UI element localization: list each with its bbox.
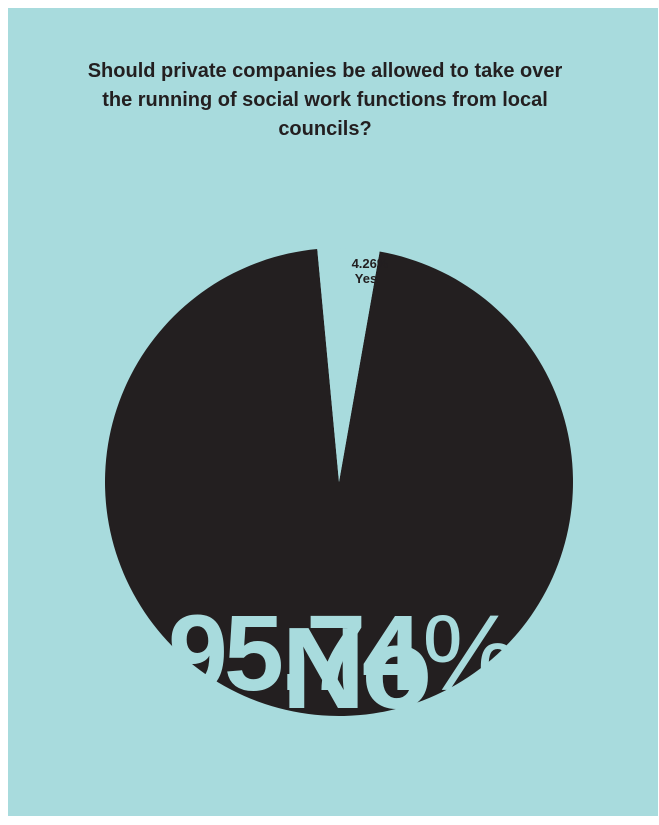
- yes-slice-name-label: Yes: [355, 271, 377, 286]
- no-slice-value-label: 95.74%: [168, 592, 515, 713]
- chart-title: Should private companies be allowed to t…: [87, 60, 563, 140]
- pie-slice-no: [105, 249, 574, 717]
- pie-slice-yes: [317, 248, 380, 482]
- no-slice-name-label: No: [282, 603, 429, 733]
- yes-slice-value-label: 4.26%: [352, 256, 389, 271]
